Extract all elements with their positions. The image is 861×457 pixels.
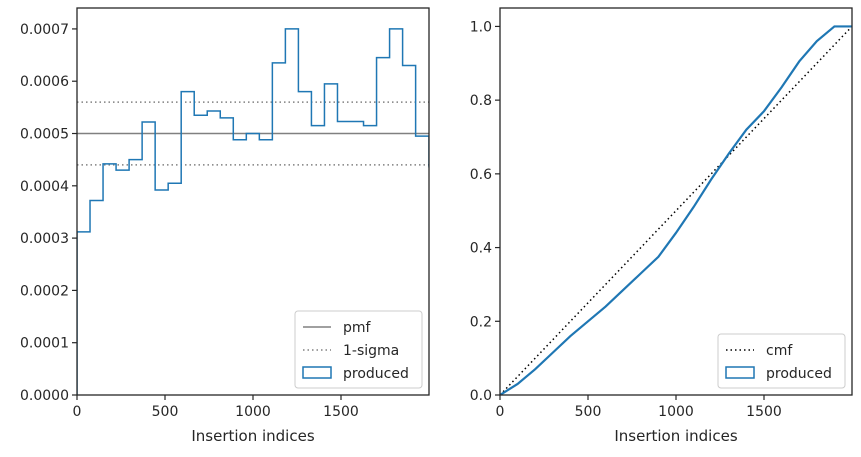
x-tick-label: 1500	[323, 404, 359, 420]
y-tick-label: 0.8	[470, 93, 492, 109]
y-tick-label: 0.0000	[20, 388, 69, 404]
legend-label: produced	[343, 366, 409, 382]
y-tick-label: 1.0	[470, 19, 492, 35]
y-tick-label: 0.0001	[20, 336, 69, 352]
legend-box	[294, 310, 423, 389]
right-chart: 0 500 1000 1500 0.0 0.2 0.4 0.6 0.8 1.0 Insertion …	[470, 7, 853, 445]
y-tick-label: 0.0002	[20, 283, 69, 299]
x-tick-label: 1000	[235, 404, 271, 420]
y-tick-label: 0.0005	[20, 127, 69, 143]
x-axis-title: Insertion indices	[191, 427, 314, 445]
y-tick-label: 0.0	[470, 388, 492, 404]
y-tick-label: 0.0003	[20, 231, 69, 247]
legend-label: cmf	[766, 343, 793, 359]
legend-label: 1-sigma	[343, 343, 399, 359]
x-tick-label: 0	[496, 404, 505, 420]
y-tick-label: 0.0004	[20, 179, 69, 195]
y-tick-label: 0.4	[470, 241, 492, 257]
x-tick-label: 0	[73, 404, 82, 420]
x-tick-label: 500	[152, 404, 179, 420]
legend-produced-patch	[725, 366, 755, 379]
x-tick-label: 500	[575, 404, 602, 420]
produced-histogram-step	[77, 28, 429, 395]
x-tick-label: 1000	[658, 404, 694, 420]
y-tick-label: 0.6	[470, 167, 492, 183]
y-tick-label: 0.0007	[20, 22, 69, 38]
x-axis-title: Insertion indices	[614, 427, 737, 445]
legend-label: produced	[766, 366, 832, 382]
y-tick-label: 0.2	[470, 314, 492, 330]
x-tick-label: 1500	[746, 404, 782, 420]
legend: cmf produced	[717, 333, 846, 389]
legend-label: pmf	[343, 320, 372, 336]
left-chart: 0 500 1000 1500 0.0000 0.0001 0.0002 0.0003 0.00…	[20, 7, 430, 445]
y-tick-label: 0.0006	[20, 74, 69, 90]
legend-produced-patch	[302, 366, 332, 379]
plot-area	[500, 25, 852, 395]
legend: pmf 1-sigma produced	[294, 310, 423, 389]
produced-cdf-line	[500, 25, 852, 395]
legend-box	[717, 333, 846, 389]
plot-area	[77, 28, 429, 395]
